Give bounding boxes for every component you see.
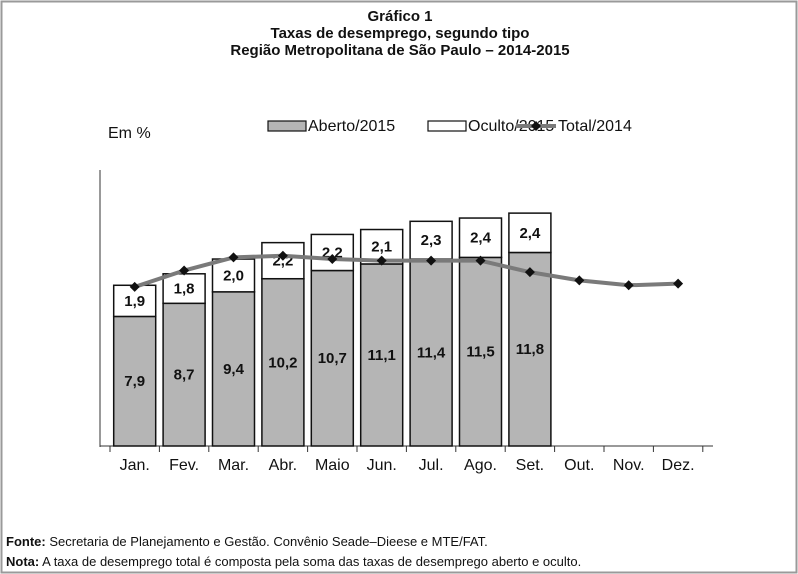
bar-segment <box>162 273 206 305</box>
line-marker <box>426 255 437 266</box>
data-label: 2,4 <box>519 225 541 242</box>
bar-segment <box>310 233 355 272</box>
data-label: 9,4 <box>223 361 245 378</box>
line-marker <box>673 278 684 289</box>
chart-subtitle: Região Metropolitana de São Paulo – 2014… <box>230 42 569 59</box>
data-label: 2,4 <box>470 230 492 247</box>
bar-segment <box>508 212 552 254</box>
data-label: 2,3 <box>421 232 442 249</box>
bar-segment <box>458 217 503 259</box>
x-tick-label: Abr. <box>269 457 297 474</box>
legend-label: Total/2014 <box>558 118 632 135</box>
legend-swatch <box>427 120 467 132</box>
bar-segment <box>211 258 256 293</box>
bar-segment <box>310 269 355 447</box>
x-tick-label: Maio <box>315 457 350 474</box>
line-series <box>134 253 679 289</box>
line-marker <box>623 280 634 291</box>
bar-segment <box>508 251 552 447</box>
data-label: 1,9 <box>124 293 145 310</box>
legend-marker <box>531 121 541 131</box>
line-marker <box>228 252 239 263</box>
x-tick-label: Set. <box>516 457 544 474</box>
data-label: 11,5 <box>466 344 494 361</box>
note-text: Secretaria de Planejamento e Gestão. Con… <box>49 534 488 549</box>
data-label: 10,2 <box>268 354 297 371</box>
note-label: Nota: <box>6 554 40 569</box>
data-label: 2,0 <box>223 267 244 284</box>
data-label: 10,7 <box>318 350 347 367</box>
data-label: 11,1 <box>368 347 396 364</box>
unit-label: Em % <box>108 125 151 142</box>
x-tick-label: Mar. <box>218 457 249 474</box>
data-label: 7,9 <box>124 373 145 390</box>
x-tick-label: Jul. <box>419 457 444 474</box>
data-label: 2,1 <box>371 239 392 256</box>
x-tick-label: Jun. <box>367 457 397 474</box>
data-label: 11,4 <box>417 344 446 361</box>
footnote: Nota: A taxa de desemprego total é compo… <box>6 554 581 569</box>
line-marker <box>277 250 288 261</box>
chart-subtitle: Taxas de desemprego, segundo tipo <box>271 25 530 42</box>
chart-title: Gráfico 1 <box>367 8 432 25</box>
x-tick-label: Jan. <box>120 457 150 474</box>
data-label: 1,8 <box>174 281 195 298</box>
note-label: Fonte: <box>6 534 46 549</box>
legend-label: Aberto/2015 <box>308 118 395 135</box>
x-tick-label: Ago. <box>464 457 497 474</box>
line-marker <box>129 281 140 292</box>
line-marker <box>327 254 338 265</box>
legend-label: Oculto/2015 <box>468 118 554 135</box>
bar-segment <box>359 263 404 447</box>
legend-swatch <box>267 120 307 132</box>
x-tick-label: Fev. <box>169 457 199 474</box>
x-tick-label: Nov. <box>613 457 645 474</box>
x-tick-label: Out. <box>564 457 594 474</box>
line-marker <box>179 265 190 276</box>
bar-segment <box>409 258 453 447</box>
line-marker <box>376 255 387 266</box>
line-marker <box>524 267 535 278</box>
data-label: 8,7 <box>174 367 195 384</box>
line-marker <box>475 255 486 266</box>
bar-segment <box>261 277 305 447</box>
source-note: Fonte: Secretaria de Planejamento e Gest… <box>6 534 488 549</box>
note-text: A taxa de desemprego total é composta pe… <box>42 554 582 569</box>
x-tick-label: Dez. <box>662 457 695 474</box>
data-label: 11,8 <box>516 341 544 358</box>
line-marker <box>574 275 585 286</box>
